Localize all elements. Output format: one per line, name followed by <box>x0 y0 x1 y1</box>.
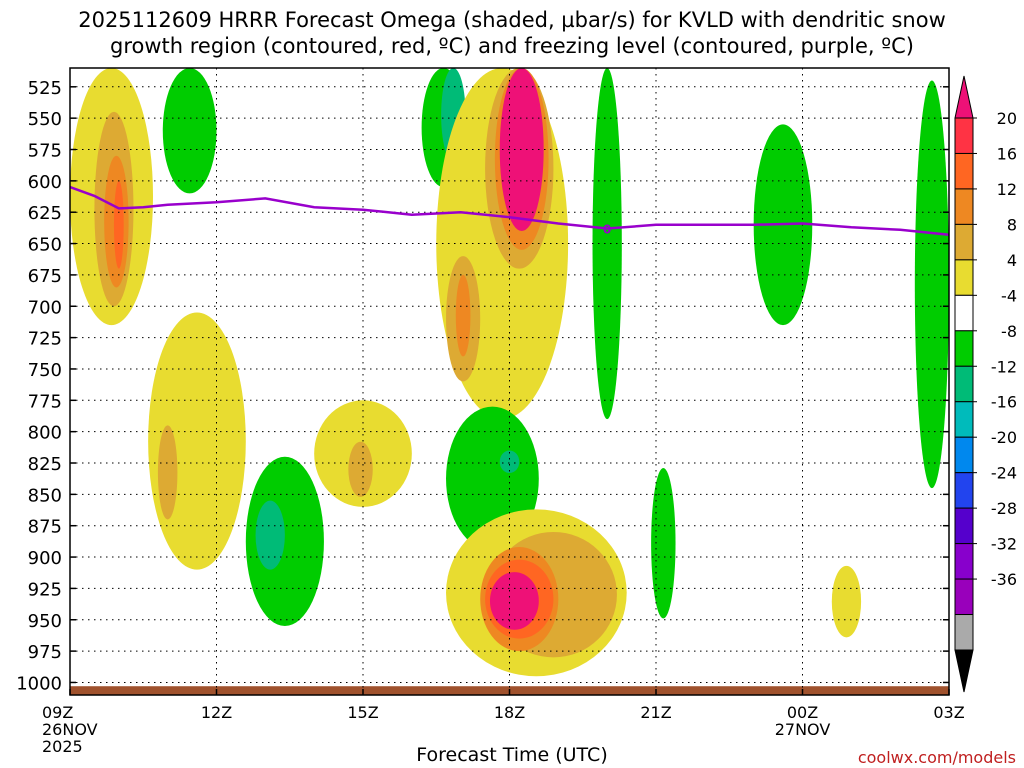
y-tick-label: 875 <box>28 517 62 538</box>
y-tick-label: 650 <box>28 235 62 256</box>
omega-region <box>831 565 862 638</box>
y-tick-label: 675 <box>28 266 62 287</box>
y-tick-label: 975 <box>28 642 62 663</box>
omega-region <box>245 456 324 627</box>
y-tick-label: 725 <box>28 329 62 350</box>
colorbar-label: -12 <box>991 357 1017 376</box>
colorbar-label: 16 <box>997 144 1017 163</box>
colorbar-swatch <box>954 472 974 509</box>
colorbar-label: -24 <box>991 464 1017 483</box>
omega-region <box>455 274 471 357</box>
colorbar-swatch <box>954 436 974 474</box>
colorbar-bottom-arrow <box>954 649 974 693</box>
colorbar-swatch <box>954 330 974 367</box>
x-tick-label: 00Z <box>787 703 818 722</box>
omega-region <box>157 425 178 520</box>
omega-region <box>592 68 622 420</box>
y-tick-label: 925 <box>28 579 62 600</box>
colorbar-swatch <box>954 117 974 154</box>
x-tick-date: 26NOV <box>42 720 98 739</box>
y-tick-label: 525 <box>28 78 62 99</box>
credit-text: coolwx.com/models <box>857 748 1016 767</box>
colorbar-label: -8 <box>1001 322 1017 341</box>
chart-title-line1: 2025112609 HRRR Forecast Omega (shaded, … <box>78 8 946 32</box>
colorbar-swatch <box>954 578 974 616</box>
x-tick-label: 21Z <box>640 703 671 722</box>
y-tick-label: 750 <box>28 360 62 381</box>
x-tick-date: 27NOV <box>775 720 831 739</box>
colorbar-label: 20 <box>997 109 1017 128</box>
omega-region <box>162 68 217 194</box>
y-tick-label: 775 <box>28 391 62 412</box>
y-tick-label: 900 <box>28 548 62 569</box>
colorbar-label: -36 <box>991 570 1017 589</box>
omega-region <box>348 441 373 497</box>
y-tick-label: 625 <box>28 203 62 224</box>
colorbar-swatch <box>954 188 974 225</box>
colorbar-label: 12 <box>997 180 1017 199</box>
colorbar-top-arrow <box>954 75 974 119</box>
colorbar-swatch <box>954 152 974 190</box>
freezing-level-label: 0 <box>603 223 611 237</box>
freezing-level-line <box>70 185 949 237</box>
colorbar-swatch <box>954 401 974 438</box>
colorbar-label: -20 <box>991 428 1017 447</box>
x-axis-title: Forecast Time (UTC) <box>416 744 608 766</box>
chart-title-line2: growth region (contoured, red, ºC) and f… <box>110 34 914 58</box>
colorbar-swatch <box>954 614 974 651</box>
colorbar-swatch <box>954 294 974 332</box>
x-tick-label: 12Z <box>201 703 232 722</box>
colorbar-swatch <box>954 543 974 580</box>
omega-region <box>499 68 544 231</box>
omega-region <box>489 572 539 630</box>
colorbar-label: -4 <box>1001 286 1017 305</box>
x-tick-year: 2025 <box>42 737 83 756</box>
y-tick-label: 600 <box>28 172 62 193</box>
colorbar-label: -16 <box>991 393 1017 412</box>
colorbar-label: 8 <box>1007 215 1017 234</box>
omega-region <box>499 450 520 474</box>
colorbar-swatch <box>954 223 974 261</box>
x-tick-label: 15Z <box>347 703 378 722</box>
omega-region <box>914 80 949 489</box>
omega-region <box>651 468 676 619</box>
y-tick-label: 700 <box>28 297 62 318</box>
omega-region <box>113 180 124 269</box>
colorbar-swatch <box>954 365 974 403</box>
y-tick-label: 825 <box>28 454 62 475</box>
x-tick-label: 09Z <box>42 703 73 722</box>
x-tick-label: 18Z <box>494 703 525 722</box>
x-tick-label: 03Z <box>933 703 964 722</box>
y-tick-label: 1000 <box>16 673 62 694</box>
y-tick-label: 950 <box>28 611 62 632</box>
omega-region <box>255 500 285 570</box>
colorbar-swatch <box>954 259 974 296</box>
colorbar-label: -28 <box>991 499 1017 518</box>
y-tick-label: 850 <box>28 485 62 506</box>
y-tick-label: 575 <box>28 141 62 162</box>
colorbar-label: 4 <box>1007 251 1017 270</box>
y-tick-label: 550 <box>28 109 62 130</box>
y-tick-label: 800 <box>28 423 62 444</box>
colorbar-label: -32 <box>991 535 1017 554</box>
colorbar-swatch <box>954 507 974 545</box>
